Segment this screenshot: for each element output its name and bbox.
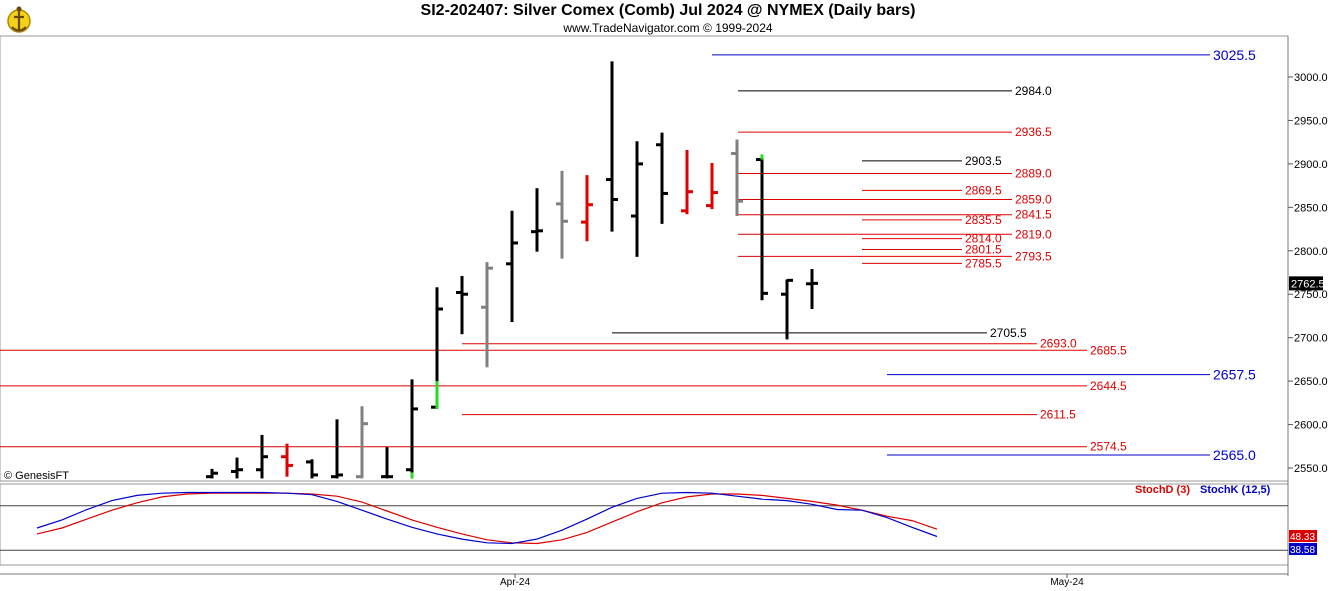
price-tick-label: 2800.0 — [1294, 246, 1328, 258]
price-tick-label: 2650.0 — [1294, 376, 1328, 388]
level-label: 2859.0 — [1015, 193, 1052, 207]
last-price-label: 2762.5 — [1291, 278, 1325, 290]
stoch-k-value: 38.58 — [1290, 545, 1315, 556]
level-label: 2835.5 — [965, 213, 1002, 227]
level-label: 2936.5 — [1015, 125, 1052, 139]
level-label: 3025.5 — [1213, 47, 1256, 63]
level-label: 2565.0 — [1213, 447, 1256, 463]
level-label: 2869.5 — [965, 183, 1002, 197]
level-label: 2889.0 — [1015, 166, 1052, 180]
price-tick-label: 2850.0 — [1294, 202, 1328, 214]
level-label: 2819.0 — [1015, 227, 1052, 241]
level-label: 2657.5 — [1213, 367, 1256, 383]
price-tick-label: 2950.0 — [1294, 115, 1328, 127]
chart-subtitle: www.TradeNavigator.com © 1999-2024 — [563, 21, 773, 35]
x-axis-label: May-24 — [1050, 577, 1084, 588]
stoch-d-badge — [1289, 530, 1317, 542]
stoch-d-value: 48.33 — [1290, 532, 1315, 543]
price-tick-label: 2700.0 — [1294, 333, 1328, 345]
level-label: 2984.0 — [1015, 84, 1052, 98]
price-panel — [0, 35, 1289, 482]
level-label: 2693.0 — [1040, 337, 1077, 351]
level-label: 2903.5 — [965, 154, 1002, 168]
legend-stoch-d: StochD (3) — [1135, 484, 1190, 496]
stochastic-panel — [0, 483, 1289, 566]
level-label: 2793.5 — [1015, 249, 1052, 263]
price-tick-label: 3000.0 — [1294, 72, 1328, 84]
stoch-k-badge — [1289, 543, 1317, 555]
price-tick-label: 2550.0 — [1294, 463, 1328, 475]
level-label: 2574.5 — [1090, 440, 1127, 454]
chart-title: SI2-202407: Silver Comex (Comb) Jul 2024… — [420, 2, 916, 19]
trade-navigator-logo-icon — [3, 3, 35, 35]
stochastic-line — [36, 491, 938, 545]
price-tick-label: 2900.0 — [1294, 159, 1328, 171]
level-label: 2611.5 — [1040, 408, 1076, 422]
level-label: 2705.5 — [990, 326, 1027, 340]
level-label: 2841.5 — [1015, 208, 1052, 222]
last-price-badge — [1289, 276, 1323, 291]
x-axis-label: Apr-24 — [500, 577, 530, 588]
level-label: 2801.5 — [965, 242, 1002, 256]
level-label: 2785.5 — [965, 256, 1002, 270]
level-label: 2685.5 — [1090, 343, 1127, 357]
level-label: 2814.0 — [965, 232, 1002, 246]
right-axis-area — [1288, 36, 1336, 576]
watermark: © GenesisFT — [4, 470, 69, 482]
legend-stoch-k: StochK (12,5) — [1200, 484, 1271, 496]
stochastic-line — [36, 492, 938, 545]
price-tick-label: 2750.0 — [1294, 289, 1328, 301]
price-tick-label: 2600.0 — [1294, 420, 1328, 432]
level-label: 2644.5 — [1090, 379, 1127, 393]
